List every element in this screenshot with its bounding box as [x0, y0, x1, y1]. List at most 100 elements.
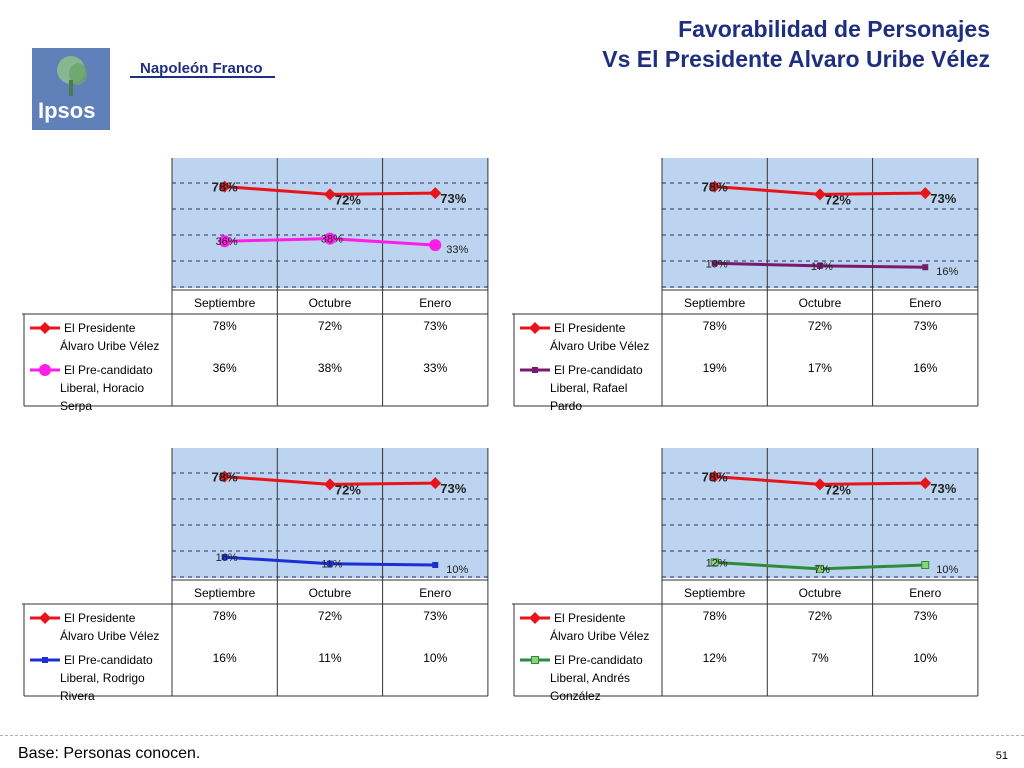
chart-panel-pardo: Septiembre Octubre Enero 78% 72% 73% El Presid… [512, 156, 982, 417]
data-point [922, 264, 929, 271]
legend-label: González [550, 689, 601, 702]
legend-label: Rivera [60, 689, 95, 702]
category-label: Septiembre [684, 296, 746, 310]
data-label: 16% [216, 552, 238, 564]
data-point [815, 564, 824, 573]
legend-label: El Pre-candidato [64, 363, 153, 377]
legend-label: Liberal, Rodrigo [60, 671, 145, 685]
data-label: 73% [930, 191, 956, 206]
data-label: 38% [321, 234, 343, 246]
data-point [429, 239, 442, 252]
ipsos-logo: Ipsos [32, 48, 110, 130]
data-label: 73% [440, 191, 466, 206]
brand-name: Napoleón Franco [140, 60, 263, 77]
data-label: 72% [825, 192, 851, 207]
table-value: 78% [703, 609, 727, 623]
line-chart: Septiembre Octubre Enero 78% 72% 73% El Presid… [22, 448, 489, 703]
data-label: 73% [930, 481, 956, 496]
legend-label: El Pre-candidato [64, 653, 153, 667]
legend-marker [42, 657, 48, 663]
legend-label: El Pre-candidato [554, 363, 643, 377]
line-chart: Septiembre Octubre Enero 78% 72% 73% El Presid… [512, 158, 979, 413]
legend-marker [39, 322, 51, 334]
data-point [323, 188, 336, 201]
category-label: Septiembre [194, 586, 256, 600]
category-label: Octubre [309, 586, 352, 600]
table-value: 38% [318, 361, 342, 375]
table-value: 7% [811, 651, 829, 665]
page-number: 51 [995, 750, 1008, 762]
data-point [711, 260, 718, 267]
data-point [218, 470, 231, 483]
data-label: 78% [212, 180, 238, 195]
data-point [326, 560, 333, 567]
category-label: Enero [419, 586, 451, 600]
data-label: 19% [706, 258, 728, 270]
tree-icon [57, 56, 87, 96]
legend-marker [532, 367, 538, 373]
data-label: 17% [811, 261, 833, 273]
table-value: 16% [913, 361, 937, 375]
table-value: 78% [703, 319, 727, 333]
legend-label: Liberal, Horacio [60, 381, 144, 395]
data-point [708, 470, 721, 483]
category-label: Septiembre [194, 296, 256, 310]
table-value: 33% [423, 361, 447, 375]
data-point [710, 558, 719, 567]
logo-text: Ipsos [38, 98, 96, 123]
legend-label: Liberal, Andrés [550, 671, 630, 685]
data-point [708, 180, 721, 193]
table-value: 11% [318, 651, 341, 665]
plot-area [172, 158, 488, 288]
category-label: Septiembre [684, 586, 746, 600]
data-label: 10% [936, 564, 958, 576]
legend-label: Liberal, Rafael [550, 381, 627, 395]
legend-label: Serpa [60, 399, 92, 412]
data-point [432, 562, 439, 568]
data-point [919, 477, 932, 490]
data-point [218, 235, 231, 248]
data-label: 72% [335, 192, 361, 207]
data-label: 11% [321, 559, 342, 571]
data-label: 36% [216, 236, 238, 248]
data-point [429, 187, 442, 200]
table-value: 16% [213, 651, 237, 665]
legend-label: El Pre-candidato [554, 653, 643, 667]
data-point [323, 232, 336, 245]
table-value: 73% [423, 319, 447, 333]
table-value: 73% [423, 609, 447, 623]
chart-panel-rivera: Septiembre Octubre Enero 78% 72% 73% El Presid… [22, 446, 492, 707]
table-value: 72% [318, 319, 342, 333]
legend-label: El Presidente [554, 611, 626, 625]
data-label: 78% [212, 470, 238, 485]
data-label: 72% [825, 482, 851, 497]
category-label: Enero [419, 296, 451, 310]
data-point [323, 478, 336, 491]
data-label: 33% [446, 244, 468, 256]
data-point [218, 180, 231, 193]
table-value: 78% [213, 609, 237, 623]
legend-label: Pardo [550, 399, 582, 412]
data-label: 78% [702, 180, 728, 195]
slide-title: Favorabilidad de Personajes Vs El Presid… [602, 14, 990, 74]
table-value: 73% [913, 609, 937, 623]
legend-label: Álvaro Uribe Vélez [60, 338, 159, 353]
brand-underline [130, 76, 275, 78]
table-value: 72% [318, 609, 342, 623]
legend-label: El Presidente [64, 321, 136, 335]
table-value: 36% [213, 361, 237, 375]
category-label: Octubre [309, 296, 352, 310]
table-value: 17% [808, 361, 832, 375]
legend-label: Álvaro Uribe Vélez [60, 628, 159, 643]
table-value: 10% [423, 651, 447, 665]
data-label: 10% [446, 564, 468, 576]
data-point [921, 561, 930, 569]
table-value: 72% [808, 609, 832, 623]
legend-label: El Presidente [554, 321, 626, 335]
table-value: 78% [213, 319, 237, 333]
base-note: Base: Personas conocen. [18, 745, 201, 762]
table-value: 73% [913, 319, 937, 333]
data-point [919, 187, 932, 200]
table-value: 10% [913, 651, 937, 665]
data-point [429, 477, 442, 490]
